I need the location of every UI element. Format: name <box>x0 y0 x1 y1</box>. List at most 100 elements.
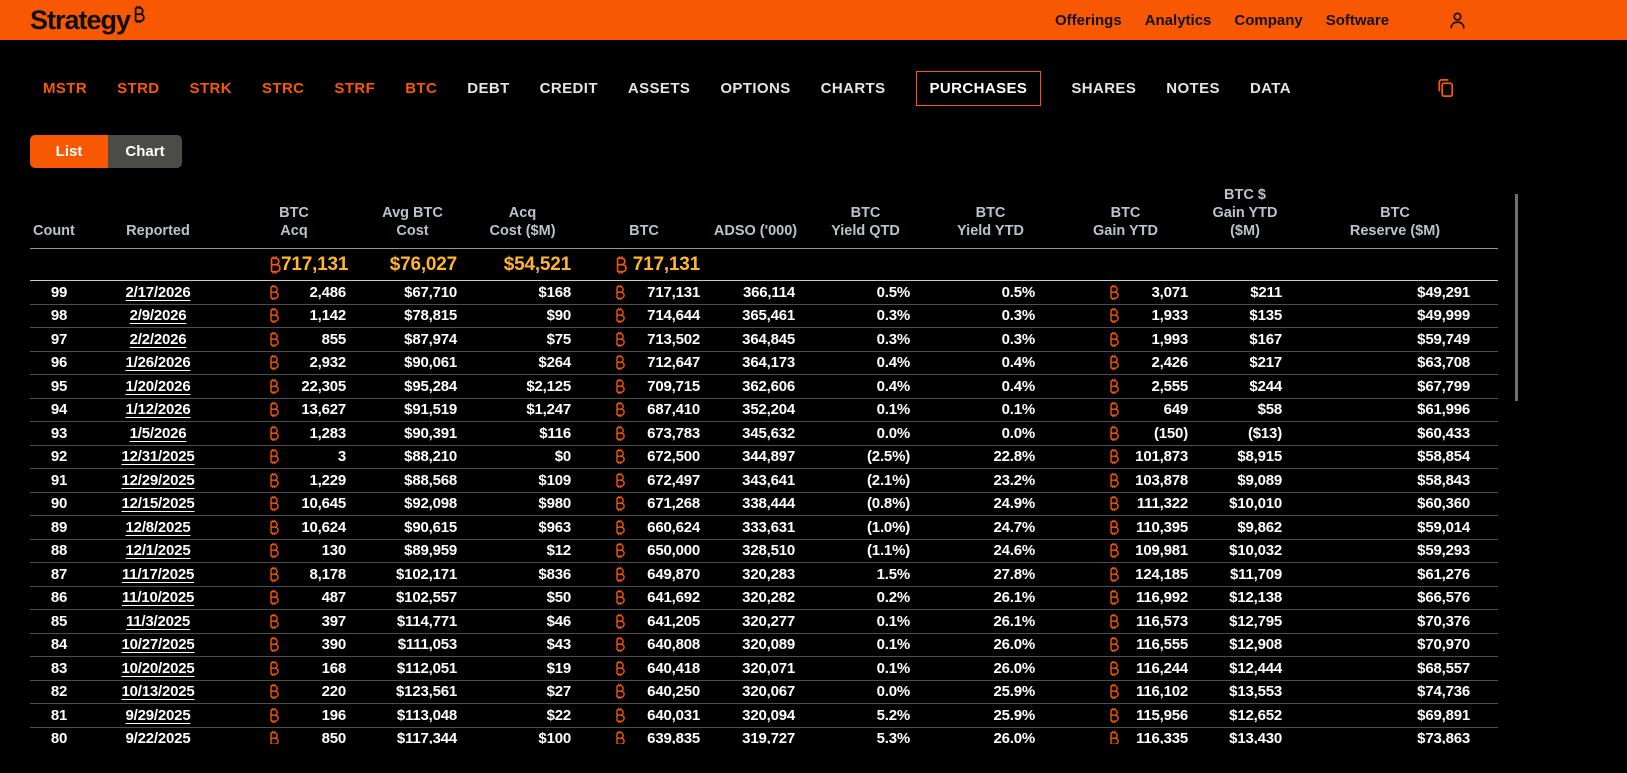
tab-strf[interactable]: STRF <box>334 79 376 97</box>
reported-date-link[interactable]: 11/10/2025 <box>121 589 195 607</box>
cell-yield_ytd: 0.4% <box>928 351 1053 375</box>
cell-btc: 640,418 <box>580 656 708 681</box>
tab-charts[interactable]: CHARTS <box>820 79 886 97</box>
cell-btc: 717,131 <box>580 280 708 305</box>
cell-adso: 333,631 <box>708 515 803 540</box>
cell-gain_btc: 116,244 <box>1053 656 1198 681</box>
cell-adso: 344,897 <box>708 445 803 469</box>
cell-yield_qtd: 0.3% <box>803 327 928 352</box>
tab-assets[interactable]: ASSETS <box>627 79 691 97</box>
column-header-acq_cost: Acq Cost ($M) <box>465 186 580 249</box>
cell-btc: 673,783 <box>580 421 708 446</box>
reported-date-link[interactable]: 1/20/2026 <box>125 377 191 395</box>
list-button[interactable]: List <box>30 135 108 168</box>
tab-strd[interactable]: STRD <box>117 79 160 97</box>
reported-date-link[interactable]: 2/2/2026 <box>129 330 187 348</box>
cell-avg_cost: $95,284 <box>360 374 465 399</box>
bitcoin-icon <box>270 331 279 347</box>
cell-btc_acq: 855 <box>228 327 360 352</box>
bitcoin-icon <box>616 255 627 274</box>
tab-data[interactable]: DATA <box>1249 79 1291 97</box>
summary-section: 717,131 $76,027 $54,521 717,131 <box>30 248 1498 281</box>
reported-date-link[interactable]: 9/22/2025 <box>125 730 191 744</box>
table-row-82: 82 10/13/2025 220 $123,561 $27 640,250 320,0… <box>30 680 1498 704</box>
tab-btc[interactable]: BTC <box>405 79 438 97</box>
cell-avg_cost: $123,561 <box>360 680 465 704</box>
bitcoin-icon <box>270 566 279 582</box>
reported-date-link[interactable]: 11/17/2025 <box>121 565 195 583</box>
tab-strk[interactable]: STRK <box>189 79 232 97</box>
tab-mstr[interactable]: MSTR <box>43 79 88 97</box>
reported-date-link[interactable]: 12/31/2025 <box>121 448 195 466</box>
tab-options[interactable]: OPTIONS <box>720 79 791 97</box>
top-nav-link-company[interactable]: Company <box>1234 11 1303 29</box>
cell-reported: 2/2/2026 <box>88 327 228 352</box>
reported-date-link[interactable]: 1/26/2026 <box>125 354 191 372</box>
cell-gain_usd: $12,652 <box>1198 703 1292 728</box>
tab-debt[interactable]: DEBT <box>467 79 510 97</box>
bitcoin-icon <box>270 731 279 744</box>
reported-date-link[interactable]: 12/8/2025 <box>125 518 191 536</box>
cell-avg_cost: $90,615 <box>360 515 465 540</box>
reported-date-link[interactable]: 12/29/2025 <box>121 471 195 489</box>
cell-btc: 672,497 <box>580 468 708 493</box>
tab-shares[interactable]: SHARES <box>1071 79 1137 97</box>
table-row-94: 94 1/12/2026 13,627 $91,519 $1,247 687,410 3… <box>30 398 1498 422</box>
cell-avg_cost: $78,815 <box>360 304 465 328</box>
cell-gain_usd: $11,709 <box>1198 562 1292 587</box>
reported-date-link[interactable]: 10/27/2025 <box>121 636 195 654</box>
bitcoin-icon <box>616 684 625 700</box>
reported-date-link[interactable]: 1/5/2026 <box>129 424 187 442</box>
top-nav-link-offerings[interactable]: Offerings <box>1055 11 1122 29</box>
tab-purchases[interactable]: PURCHASES <box>915 70 1042 106</box>
reported-date-link[interactable]: 2/17/2026 <box>125 283 191 301</box>
reported-date-link[interactable]: 12/1/2025 <box>125 542 191 560</box>
cell-count: 85 <box>30 609 88 634</box>
cell-acq_cost: $43 <box>465 633 580 657</box>
bitcoin-icon <box>1110 425 1119 441</box>
top-nav-link-analytics[interactable]: Analytics <box>1144 11 1212 29</box>
summary-cell-reported <box>88 248 228 281</box>
cell-btc_acq: 2,932 <box>228 351 360 375</box>
copy-icon[interactable] <box>1434 76 1457 100</box>
bitcoin-icon <box>1110 731 1119 744</box>
reported-date-link[interactable]: 12/15/2025 <box>121 495 195 513</box>
cell-gain_btc: 116,555 <box>1053 633 1198 657</box>
tab-notes[interactable]: NOTES <box>1166 79 1220 97</box>
cell-gain_usd: $167 <box>1198 327 1292 352</box>
reported-date-link[interactable]: 9/29/2025 <box>125 706 191 724</box>
summary-cell-yield_qtd <box>803 248 928 281</box>
scrollbar-thumb[interactable] <box>1515 194 1518 401</box>
chart-button[interactable]: Chart <box>108 135 182 168</box>
cell-count: 86 <box>30 586 88 610</box>
reported-date-link[interactable]: 1/12/2026 <box>125 401 191 419</box>
cell-btc: 650,000 <box>580 539 708 563</box>
logo[interactable]: Strategy <box>30 0 145 40</box>
reported-date-link[interactable]: 10/13/2025 <box>121 683 195 701</box>
tab-credit[interactable]: CREDIT <box>539 79 598 97</box>
cell-gain_btc: 115,956 <box>1053 703 1198 728</box>
cell-reported: 11/3/2025 <box>88 609 228 634</box>
column-header-avg_cost: Avg BTC Cost <box>360 186 465 249</box>
summary-cell-reserve <box>1292 248 1498 281</box>
cell-avg_cost: $90,061 <box>360 351 465 375</box>
cell-adso: 352,204 <box>708 398 803 422</box>
cell-acq_cost: $963 <box>465 515 580 540</box>
cell-yield_qtd: 0.1% <box>803 398 928 422</box>
tab-strc[interactable]: STRC <box>261 79 305 97</box>
user-icon[interactable] <box>1446 9 1469 32</box>
cell-yield_ytd: 23.2% <box>928 468 1053 493</box>
reported-date-link[interactable]: 10/20/2025 <box>121 659 195 677</box>
cell-yield_ytd: 26.0% <box>928 727 1053 744</box>
cell-adso: 365,461 <box>708 304 803 328</box>
cell-reserve: $59,749 <box>1292 327 1498 352</box>
column-header-yield_ytd: BTC Yield YTD <box>928 186 1053 249</box>
reported-date-link[interactable]: 2/9/2026 <box>129 307 187 325</box>
top-nav-link-software[interactable]: Software <box>1325 11 1390 29</box>
cell-acq_cost: $2,125 <box>465 374 580 399</box>
cell-acq_cost: $27 <box>465 680 580 704</box>
reported-date-link[interactable]: 11/3/2025 <box>125 612 191 630</box>
cell-adso: 320,067 <box>708 680 803 704</box>
bitcoin-icon <box>1110 449 1119 465</box>
cell-gain_usd: $12,795 <box>1198 609 1292 634</box>
